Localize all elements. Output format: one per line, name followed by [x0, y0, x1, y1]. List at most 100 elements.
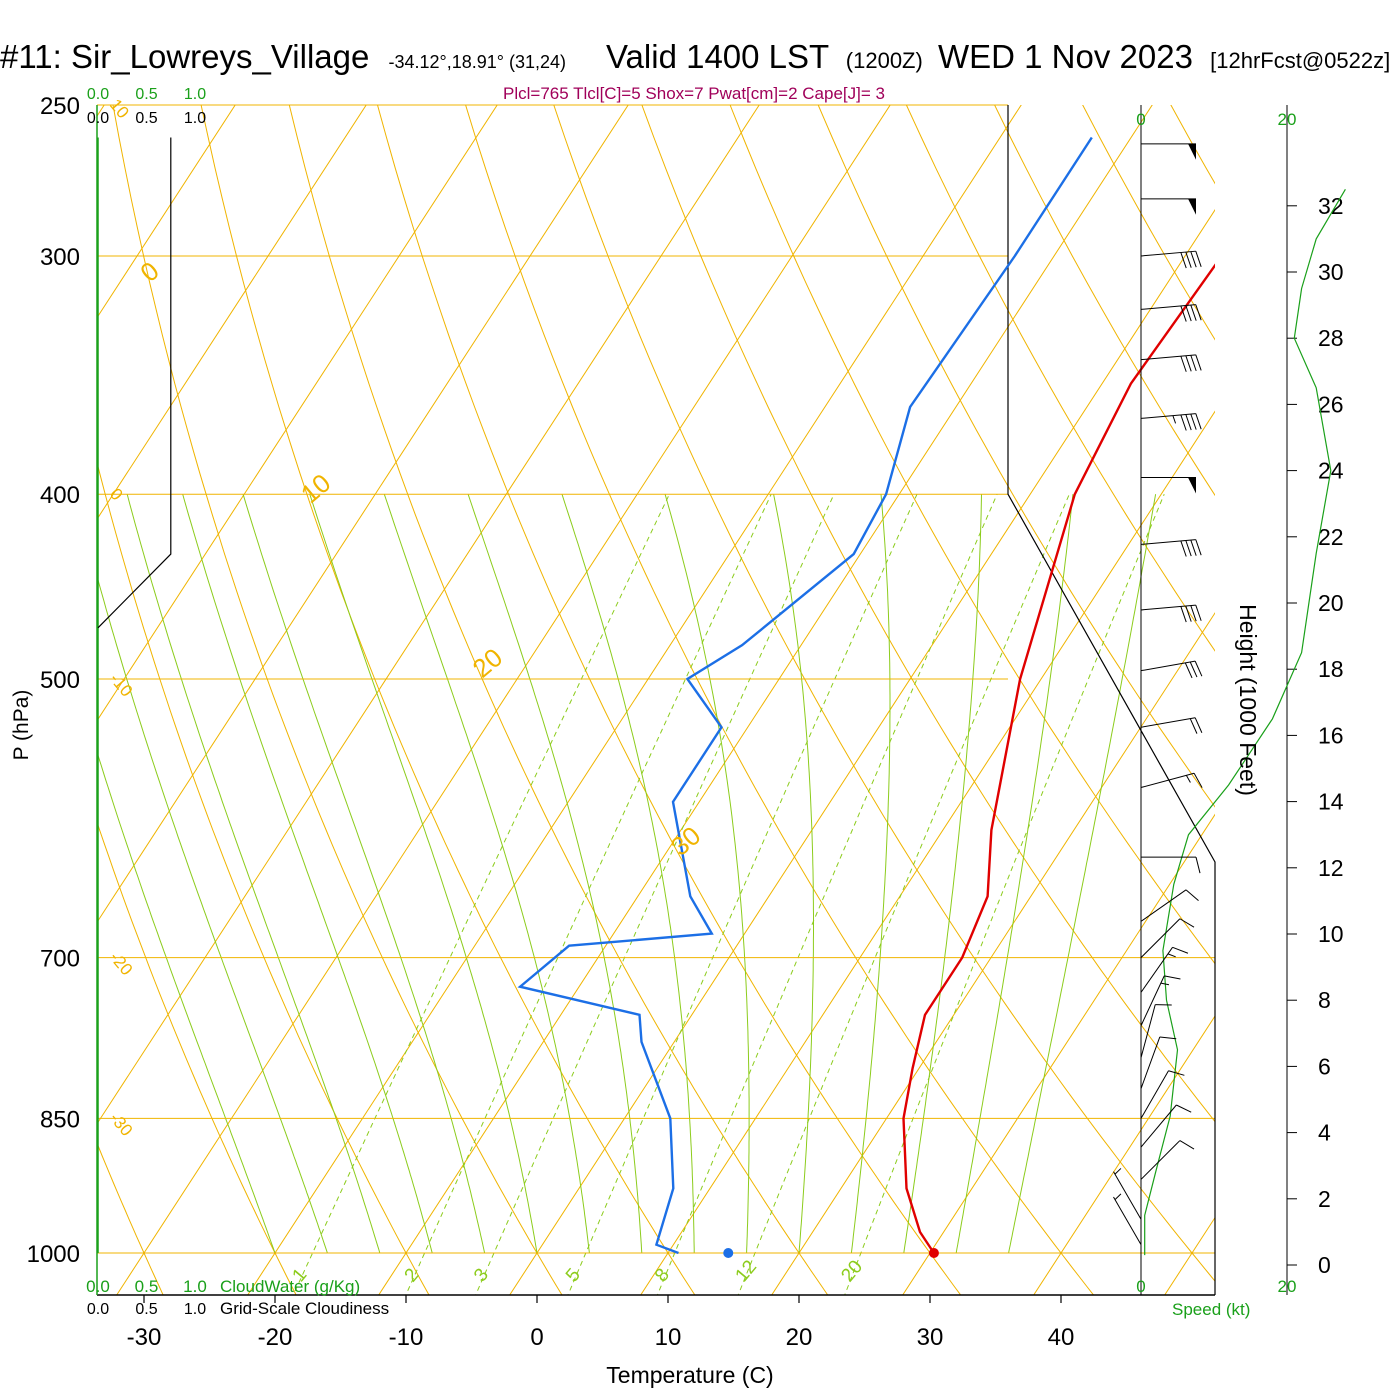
wind-barb	[1140, 660, 1203, 679]
wind-barb-staff	[1140, 304, 1196, 310]
mixing-ratio-line	[656, 494, 998, 1295]
mixing-ratio-label: 3	[470, 1265, 493, 1287]
mixing-ratio-label: 20	[837, 1257, 867, 1287]
wind-barb	[1141, 476, 1196, 494]
wind-barb	[1140, 1036, 1177, 1089]
pressure-tick-label: 700	[40, 946, 80, 973]
wind-barb-feather	[1189, 718, 1198, 734]
wind-barb-staff	[1140, 772, 1195, 788]
wind-barb-feather	[1176, 1104, 1192, 1113]
sounding-traces	[517, 136, 1215, 1258]
wind-speed-profile	[1144, 188, 1346, 1256]
cloud-water-bottom-tick: 0.0	[86, 1277, 110, 1296]
isotherm-line	[247, 105, 1022, 1295]
mixing-ratio-line	[567, 493, 918, 1295]
wind-barb-feather	[1195, 857, 1201, 874]
moist-adiabat-line	[97, 574, 328, 1254]
cloudiness-top-tick: 1.0	[184, 110, 206, 127]
background-grid	[97, 105, 1215, 1295]
cloud-water-bottom-tick: 0.5	[135, 1277, 159, 1296]
wind-barb-feather	[1179, 918, 1195, 928]
isotherm-line	[116, 105, 891, 1295]
wind-barb-pennant	[1188, 198, 1196, 215]
wind-barb-staff	[1140, 354, 1196, 361]
height-tick-label: 0	[1318, 1252, 1331, 1278]
speed-top-tick: 20	[1278, 110, 1297, 129]
height-tick-label: 30	[1318, 259, 1344, 285]
dry-adiabat-line	[97, 1141, 164, 1295]
wind-barb-feather	[1185, 305, 1192, 322]
wind-barb-staff	[1140, 975, 1165, 1026]
isotherm-line	[771, 612, 1215, 1295]
wind-barb	[1141, 856, 1201, 874]
wind-barb-half-feather	[1172, 415, 1177, 424]
dry-adiabat-line	[729, 105, 1215, 965]
wind-barb-feather	[1190, 605, 1197, 622]
mixing-ratio-line	[475, 493, 835, 1295]
height-tick-label: 8	[1318, 987, 1331, 1013]
wind-barb	[1140, 717, 1203, 734]
wind-barb-staff	[1113, 1171, 1142, 1220]
cloud-water-label: CloudWater (g/Kg)	[220, 1277, 360, 1296]
moist-adiabat-line	[1008, 494, 1157, 1254]
wind-barb	[1141, 143, 1196, 160]
wind-barb-feather	[1180, 305, 1187, 322]
wind-barb-feather	[1190, 539, 1197, 556]
isotherm-line	[640, 410, 1215, 1295]
speed-bottom-tick: 0	[1136, 1277, 1145, 1296]
height-tick-label: 6	[1318, 1053, 1331, 1079]
wind-barb-feather	[1190, 413, 1197, 430]
wind-barb-feather	[1195, 604, 1202, 621]
pressure-tick-label: 500	[40, 667, 80, 694]
station-name: #11: Sir_Lowreys_Village	[0, 38, 369, 75]
surface-temperature-point	[928, 1248, 939, 1258]
isotherm-line	[97, 105, 498, 722]
speed-top-tick: 0	[1136, 110, 1145, 129]
wind-barb-feather	[1185, 251, 1192, 268]
dry-adiabat-line	[994, 105, 1215, 497]
moist-adiabat-line	[467, 494, 643, 1254]
wind-barb-staff	[1140, 604, 1196, 611]
station-coords: -34.12°,18.91° (31,24)	[389, 52, 567, 72]
pressure-tick-label: 250	[40, 93, 80, 120]
cloud-water-bottom-tick: 1.0	[183, 1277, 207, 1296]
temperature-tick-label: 10	[655, 1324, 682, 1351]
wind-barb	[1113, 1193, 1142, 1245]
dry-adiabat-line	[97, 820, 297, 1295]
cloudiness-top-tick: 0.0	[87, 110, 109, 127]
wind-barb-feather	[1195, 354, 1202, 371]
dry-adiabat-line	[200, 105, 696, 1295]
wind-barb-half-feather	[1167, 953, 1176, 958]
wind-barb-half-feather	[1185, 775, 1191, 783]
wind-barb	[1140, 250, 1202, 269]
stability-indices: Plcl=765 Tlcl[C]=5 Shox=7 Pwat[cm]=2 Cap…	[503, 84, 885, 103]
wind-barb-staff	[1140, 250, 1196, 257]
moist-adiabat-line	[664, 494, 750, 1254]
pressure-tick-label: 1000	[27, 1241, 80, 1268]
height-tick-label: 4	[1318, 1120, 1331, 1146]
wind-barb-feather	[1185, 414, 1192, 431]
frame-right	[1007, 105, 1216, 1295]
wind-barb-feather	[1195, 539, 1202, 556]
dry-adiabat-label: 10	[106, 95, 133, 122]
dry-adiabat-label: 10	[295, 468, 336, 510]
moist-adiabat-line	[242, 494, 486, 1254]
wind-barb-feather	[1180, 606, 1187, 623]
moist-adiabat-line	[97, 750, 276, 1254]
mixing-ratio-label: 2	[401, 1265, 424, 1287]
wind-barb-feather	[1180, 414, 1187, 431]
cloudiness-top-tick: 0.5	[135, 110, 157, 127]
cloud-water-top-tick: 1.0	[184, 86, 206, 103]
moist-adiabat-line	[955, 494, 1074, 1254]
height-tick-label: 10	[1318, 921, 1344, 947]
isotherm-line	[1033, 1015, 1215, 1295]
wind-barb-feather	[1195, 251, 1202, 267]
cloud-panel: 0.0 0.0 0.0 0.0 0.5 0.5 0.5 0.5 1.0 1.0 1.0 1.0	[86, 86, 207, 1318]
x-axis-title: Temperature (C)	[606, 1362, 773, 1388]
wind-barb-staff	[1140, 539, 1196, 545]
wind-barb-feather	[1185, 540, 1192, 557]
mixing-ratio-line	[292, 493, 670, 1295]
